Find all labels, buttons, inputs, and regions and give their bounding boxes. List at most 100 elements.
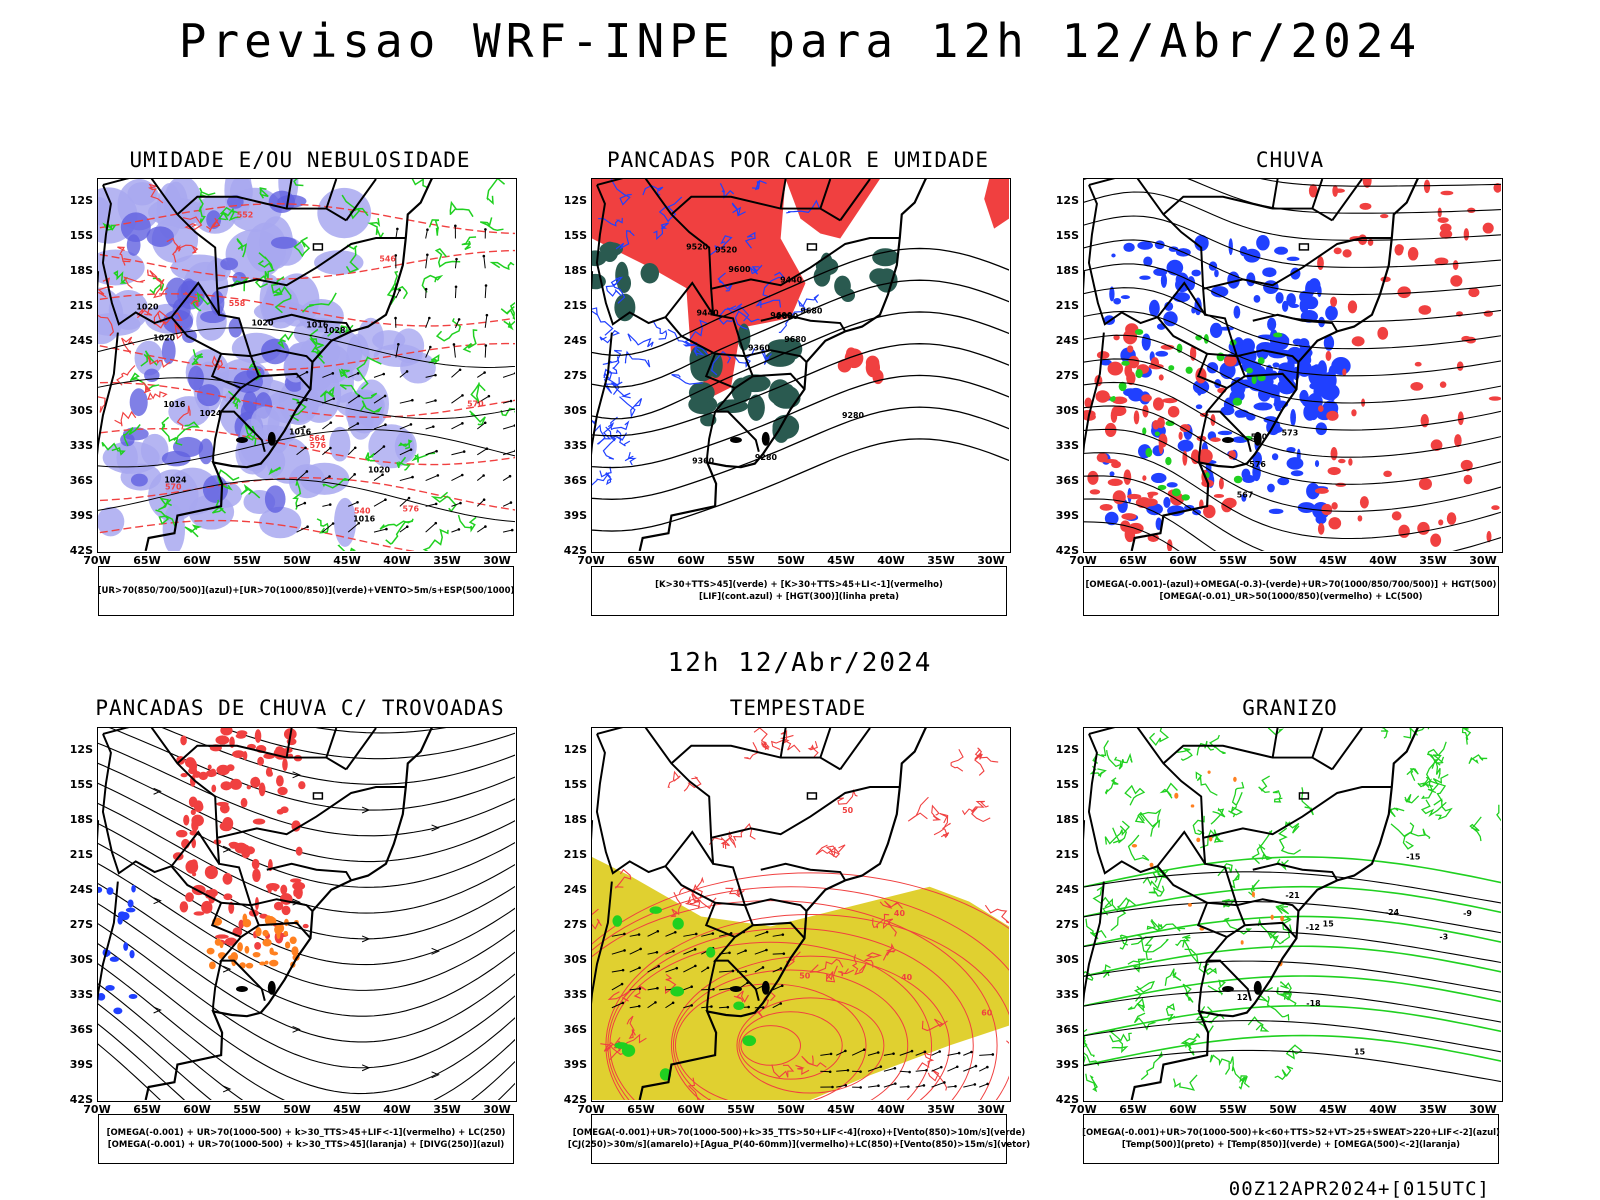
contour-label: -21 — [1285, 891, 1299, 900]
legend-line: [OMEGA(-0.001)+UR>70(1000-500)+k<60+TTS>… — [1082, 1128, 1500, 1138]
longitude-tick-label: 40W — [1369, 1103, 1397, 1116]
contour-label: 1028 — [323, 326, 346, 335]
legend-line: [OMEGA(-0.001) + UR>70(1000-500) + k>30_… — [107, 1140, 505, 1150]
longitude-tick-label: 45W — [1319, 554, 1347, 567]
longitude-tick-label: 45W — [827, 554, 855, 567]
contour-label: -12 — [1306, 923, 1320, 932]
latitude-tick-label: 21S — [69, 848, 93, 861]
contour-label: 1020 — [368, 465, 391, 474]
longitude-tick-label: 30W — [1469, 554, 1497, 567]
contour-label: 40 — [894, 909, 906, 918]
longitude-tick-label: 35W — [927, 1103, 955, 1116]
longitude-tick-label: 55W — [233, 1103, 261, 1116]
contour-label: 9440 — [780, 276, 803, 285]
latitude-tick-label: 33S — [69, 988, 93, 1001]
contour-label: -15 — [1406, 853, 1420, 862]
longitude-tick-label: 65W — [1119, 1103, 1147, 1116]
longitude-tick-label: 35W — [433, 1103, 461, 1116]
weather-map-panel[interactable]: 40 50 60 50 40 — [591, 727, 1011, 1102]
latitude-tick-label: 42S — [1055, 1093, 1079, 1106]
map-canvas — [98, 728, 515, 1100]
longitude-tick-label: 40W — [1369, 554, 1397, 567]
contour-label: 1016 — [306, 321, 329, 330]
latitude-tick-label: 15S — [563, 778, 587, 791]
panel-title: TEMPESTADE — [729, 696, 867, 720]
longitude-tick-label: 70W — [83, 554, 111, 567]
contour-label: 570 — [1251, 433, 1268, 442]
latitude-tick-label: 12S — [563, 194, 587, 207]
latitude-tick-label: 39S — [563, 1058, 587, 1071]
latitude-tick-label: 24S — [1055, 334, 1079, 347]
latitude-tick-label: 33S — [563, 439, 587, 452]
legend-line: [UR>70(850/700/500)](azul)+[UR>70(1000/8… — [97, 586, 515, 596]
latitude-tick-label: 15S — [563, 229, 587, 242]
contour-label: 576 — [310, 441, 327, 450]
longitude-tick-label: 45W — [827, 1103, 855, 1116]
contour-label: -18 — [1306, 999, 1321, 1008]
latitude-tick-label: 18S — [69, 264, 93, 277]
latitude-tick-label: 27S — [1055, 369, 1079, 382]
contour-label: 40 — [901, 973, 913, 982]
latitude-tick-label: 24S — [563, 883, 587, 896]
weather-map-panel[interactable]: -3 15 15 12 -9 -12 -15 -18 -21 -24 — [1083, 727, 1503, 1102]
legend-line: [OMEGA(-0.001)-(azul)+OMEGA(-0.3)-(verde… — [1085, 580, 1497, 590]
longitude-tick-label: 45W — [1319, 1103, 1347, 1116]
legend-line: [K>30+TTS>45](verde) + [K>30+TTS>45+LI<-… — [655, 580, 943, 590]
legend-line: [LIF](cont.azul) + [HGT(300)](linha pret… — [698, 592, 900, 602]
contour-label: 570 — [467, 399, 484, 408]
latitude-tick-label: 33S — [1055, 988, 1079, 1001]
latitude-tick-label: 30S — [1055, 953, 1079, 966]
page-title: Previsao WRF-INPE para 12h 12/Abr/2024 — [178, 14, 1422, 68]
latitude-tick-label: 27S — [69, 369, 93, 382]
contour-label: 1020 — [251, 319, 274, 328]
latitude-tick-label: 33S — [1055, 439, 1079, 452]
legend-line: [OMEGA(-0.001) + UR>70(1000-500) + k>30_… — [106, 1128, 506, 1138]
latitude-tick-label: 36S — [69, 1023, 93, 1036]
contour-label: 50 — [799, 972, 811, 981]
contour-label: 1020 — [153, 333, 176, 342]
latitude-tick-label: 21S — [1055, 299, 1079, 312]
latitude-tick-label: 42S — [69, 1093, 93, 1106]
latitude-tick-label: 15S — [69, 229, 93, 242]
panel-legend: [OMEGA(-0.001)+UR>70(1000-500)+k<60+TTS>… — [1082, 1114, 1500, 1164]
run-time-footer: 00Z12APR2024+[015UTC] — [1228, 1178, 1490, 1200]
longitude-tick-label: 60W — [1169, 554, 1197, 567]
latitude-tick-label: 36S — [69, 474, 93, 487]
contour-label: 576 — [1249, 460, 1266, 469]
weather-map-panel[interactable]: 576 573 570 567 — [1083, 178, 1503, 553]
panel-legend: [UR>70(850/700/500)](azul)+[UR>70(1000/8… — [98, 566, 514, 616]
longitude-tick-label: 30W — [1469, 1103, 1497, 1116]
contour-label: 9520 — [686, 242, 709, 251]
latitude-tick-label: 12S — [1055, 743, 1079, 756]
longitude-tick-label: 70W — [1069, 554, 1097, 567]
longitude-tick-label: 30W — [483, 1103, 511, 1116]
weather-map-panel[interactable]: 9680 9600 9520 9440 9360 9280 9680 9680 9600 9520… — [591, 178, 1011, 553]
forecast-time-label: 12h 12/Abr/2024 — [667, 648, 933, 678]
contour-label: 9520 — [715, 245, 738, 254]
longitude-tick-label: 60W — [183, 1103, 211, 1116]
legend-line: [OMEGA(-0.01)_UR>50(1000/850)(vermelho) … — [1159, 592, 1423, 602]
longitude-tick-label: 65W — [627, 554, 655, 567]
latitude-tick-label: 36S — [1055, 1023, 1079, 1036]
contour-label: 546 — [379, 255, 396, 264]
contour-label: 9280 — [755, 453, 778, 462]
panel-title: UMIDADE E/OU NEBULOSIDADE — [129, 148, 471, 172]
legend-line: [CJ(250)>30m/s](amarelo)+[Agua_P(40-60mm… — [567, 1140, 1031, 1150]
weather-map-panel[interactable]: 1016 1016 1016 1020 1020 1020 1024 1024 1028 1020… — [97, 178, 517, 553]
longitude-tick-label: 50W — [1269, 1103, 1297, 1116]
contour-label: 564 — [309, 434, 326, 443]
latitude-tick-label: 36S — [563, 474, 587, 487]
longitude-tick-label: 30W — [483, 554, 511, 567]
panel-title: GRANIZO — [1242, 696, 1338, 720]
contour-label: 9360 — [748, 343, 771, 352]
latitude-tick-label: 21S — [69, 299, 93, 312]
contour-label: 9600 — [728, 265, 751, 274]
weather-map-panel[interactable] — [97, 727, 517, 1102]
longitude-tick-label: 40W — [877, 1103, 905, 1116]
longitude-tick-label: 65W — [1119, 554, 1147, 567]
latitude-tick-label: 39S — [1055, 1058, 1079, 1071]
latitude-tick-label: 39S — [69, 509, 93, 522]
contour-label: 50 — [842, 806, 854, 815]
panel-legend: [OMEGA(-0.001)+UR>70(1000-500)+k>35_TTS>… — [568, 1114, 1030, 1164]
latitude-tick-label: 30S — [563, 404, 587, 417]
